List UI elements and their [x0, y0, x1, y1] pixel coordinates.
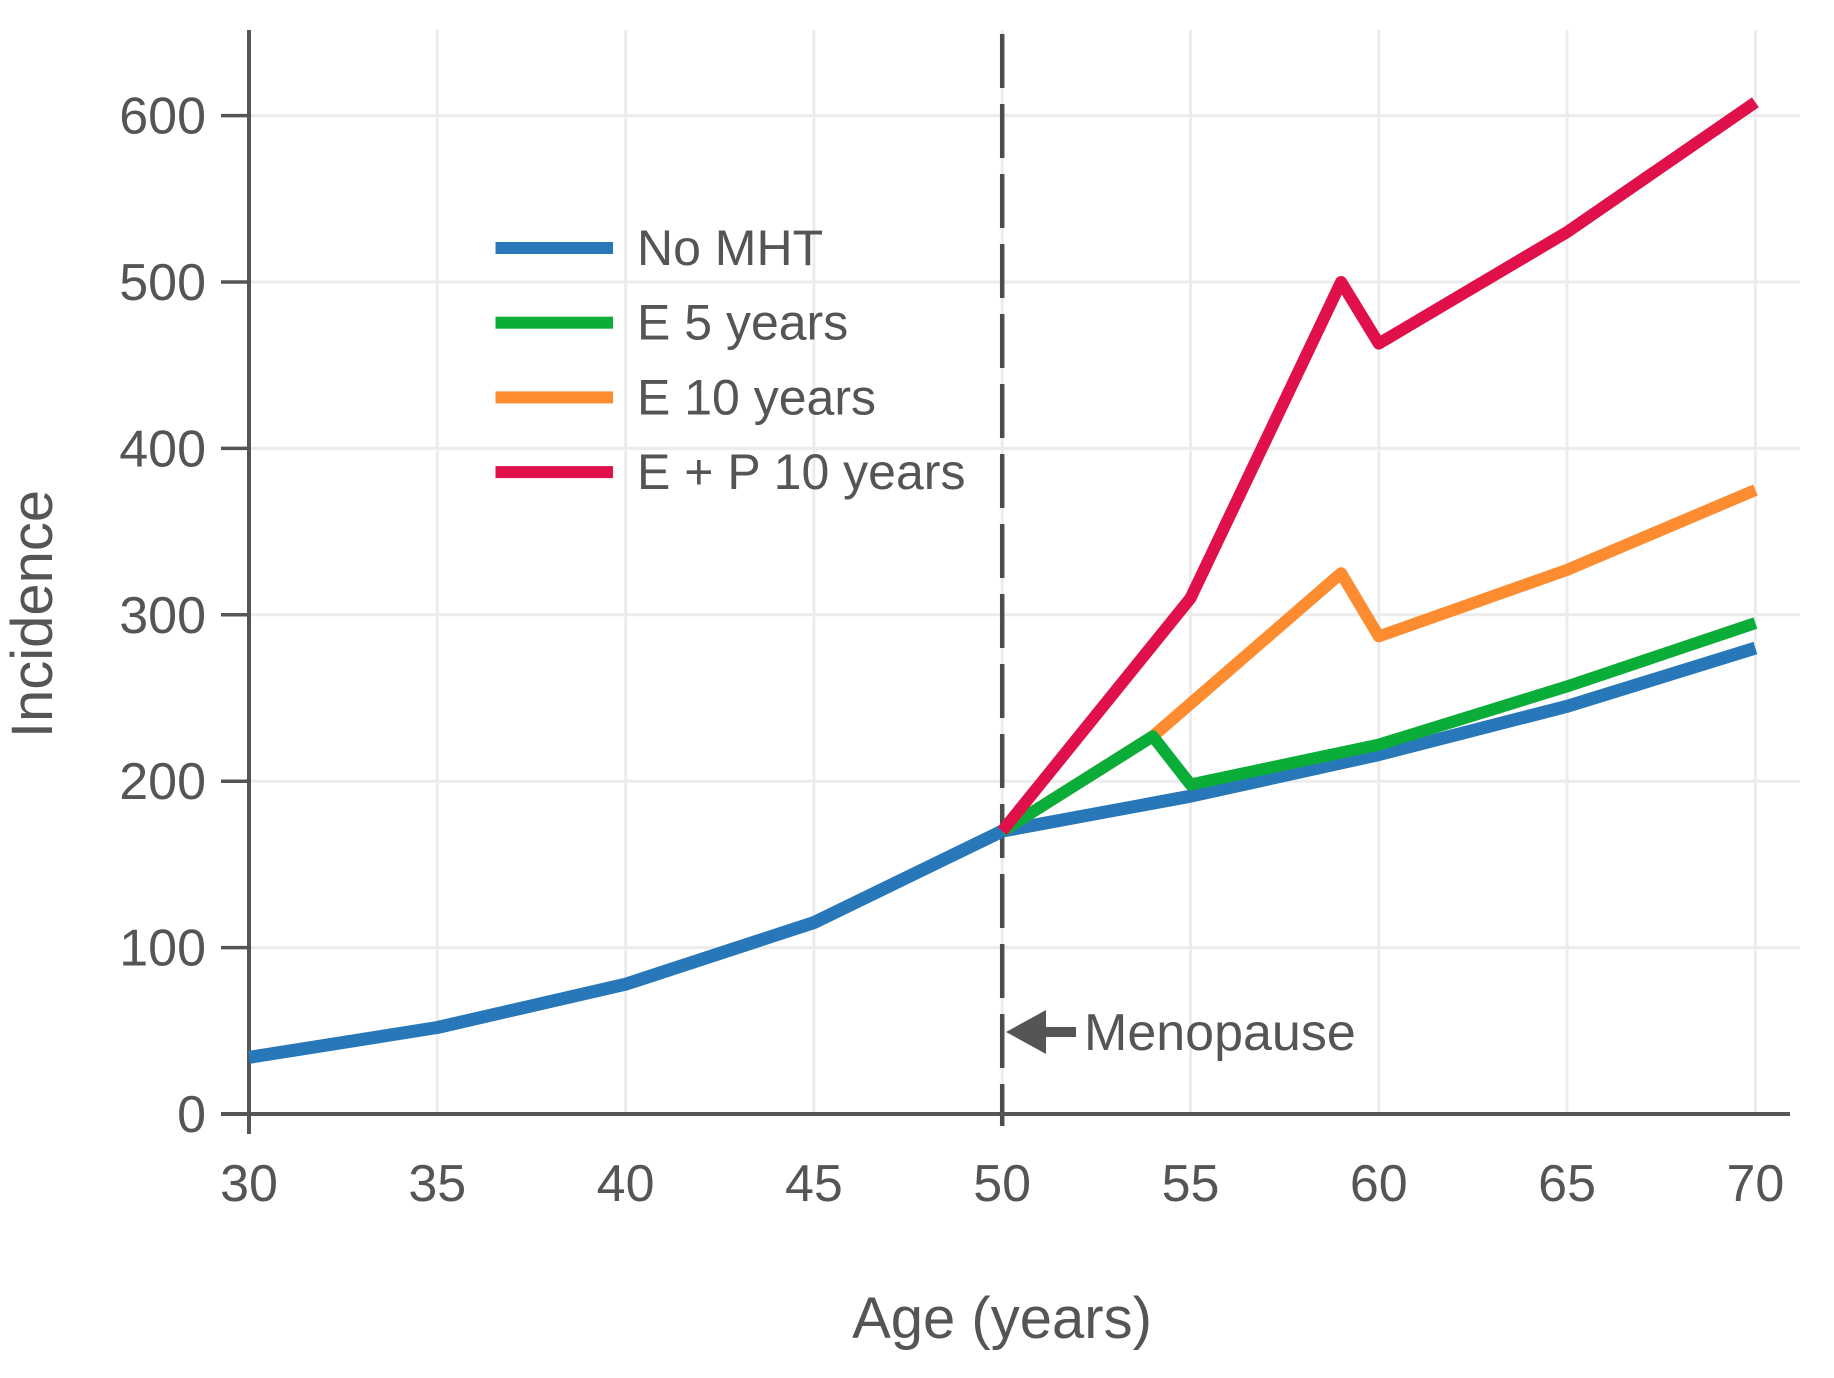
x-axis-title: Age (years) — [852, 1286, 1152, 1351]
axes — [221, 30, 1790, 1134]
x-tick-label: 30 — [220, 1155, 278, 1213]
x-tick-label: 65 — [1538, 1155, 1596, 1213]
y-tick-label: 200 — [119, 753, 206, 811]
legend-swatch-e-5-years — [495, 316, 613, 329]
x-tick-label: 40 — [597, 1155, 655, 1213]
gridlines — [249, 30, 1800, 1114]
x-tick-label: 35 — [408, 1155, 466, 1213]
y-tick-label: 100 — [119, 920, 206, 978]
y-tick-label: 500 — [119, 254, 206, 312]
menopause-label: Menopause — [1084, 1004, 1356, 1062]
legend-swatch-no-mht — [495, 242, 613, 254]
x-tick-label: 45 — [785, 1155, 843, 1213]
x-tick-label: 60 — [1350, 1155, 1408, 1213]
x-tick-label: 70 — [1726, 1155, 1784, 1213]
legend: No MHT E 5 years E 10 years E + P 10 years — [495, 220, 965, 500]
left-arrow-shaft — [1040, 1027, 1076, 1037]
legend-label: No MHT — [637, 220, 823, 276]
tick-labels: 0 100 200 300 400 500 600 30 35 40 45 50 55 60 65 70 — [119, 88, 1784, 1213]
legend-swatch-e-p-10-years — [495, 466, 613, 479]
y-tick-label: 0 — [177, 1086, 206, 1144]
left-arrow-icon — [1006, 1010, 1046, 1054]
data-series-lines — [247, 97, 1759, 1064]
y-axis-title: Incidence — [0, 490, 65, 738]
menopause-annotation: Menopause — [1006, 1004, 1356, 1062]
legend-label: E 10 years — [637, 369, 876, 425]
legend-label: E 5 years — [637, 295, 848, 351]
series-line-e-5-years — [999, 617, 1758, 837]
legend-label: E + P 10 years — [637, 444, 965, 500]
x-tick-label: 50 — [973, 1155, 1031, 1213]
series-line-e-p-10-years — [997, 97, 1759, 835]
x-tick-label: 55 — [1162, 1155, 1220, 1213]
y-tick-label: 600 — [119, 88, 206, 146]
y-tick-label: 400 — [119, 420, 206, 478]
y-tick-label: 300 — [119, 587, 206, 645]
legend-swatch-e-10-years — [495, 391, 613, 404]
